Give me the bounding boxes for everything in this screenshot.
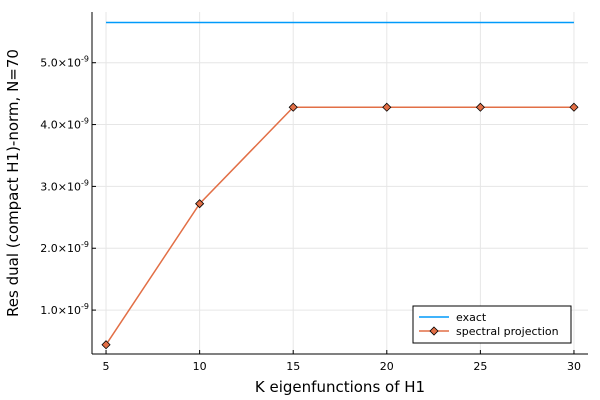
x-tick-label: 20 [380, 360, 394, 373]
x-tick-label: 15 [286, 360, 300, 373]
legend-box [412, 305, 572, 344]
y-tick-label: 1.0×10-9 [40, 302, 89, 317]
y-tick-label: 2.0×10-9 [40, 240, 89, 255]
x-axis-title: K eigenfunctions of H1 [255, 378, 425, 396]
data-point [288, 102, 298, 112]
legend: exact spectral projection [412, 305, 572, 344]
series-line-spectral-projection [105, 106, 574, 346]
legend-label-exact: exact [456, 311, 487, 324]
series-layer [101, 21, 579, 350]
axes [91, 12, 588, 355]
data-point [195, 199, 205, 209]
y-axis-title: Res dual (compact H1)-norm, N=70 [4, 49, 22, 317]
y-tick-label: 5.0×10-9 [40, 55, 89, 70]
data-point [382, 102, 392, 112]
tick-labels: 5 10 15 20 25 30 1.0×10-9 2.0×10-9 3.0×10-9 4.0×1… [40, 55, 581, 373]
x-tick-label: 10 [193, 360, 207, 373]
y-tick-label: 3.0×10-9 [40, 178, 89, 193]
data-point [569, 102, 579, 112]
y-tick-label: 4.0×10-9 [40, 117, 89, 132]
data-point [101, 340, 111, 350]
data-point [475, 102, 485, 112]
x-tick-label: 5 [103, 360, 110, 373]
legend-marker-spectral-projection [429, 326, 439, 336]
legend-label-spectral-projection: spectral projection [456, 325, 559, 338]
grid [92, 12, 588, 354]
x-tick-label: 25 [473, 360, 487, 373]
x-tick-label: 30 [567, 360, 581, 373]
